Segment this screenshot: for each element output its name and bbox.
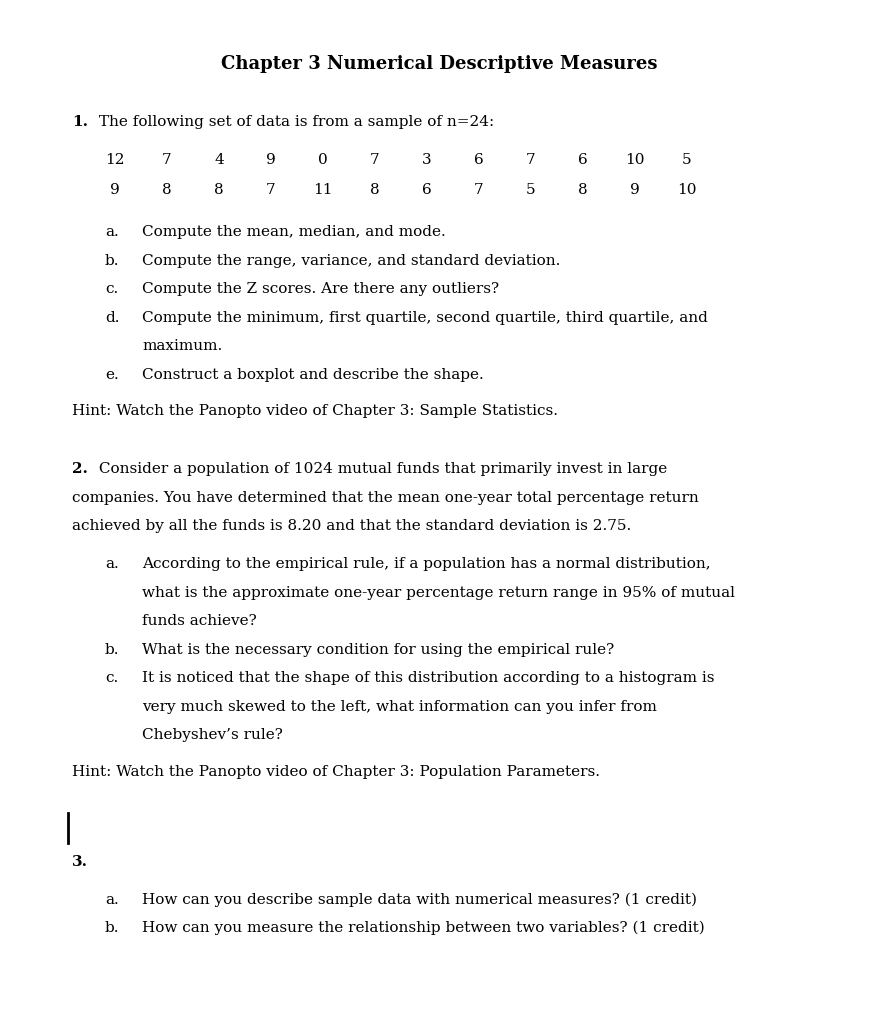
Text: 8: 8 xyxy=(162,183,172,197)
Text: a.: a. xyxy=(105,893,118,906)
Text: maximum.: maximum. xyxy=(142,339,222,353)
Text: 9: 9 xyxy=(110,183,120,197)
Text: 9: 9 xyxy=(266,153,275,167)
Text: companies. You have determined that the mean one-year total percentage return: companies. You have determined that the … xyxy=(72,490,698,505)
Text: 7: 7 xyxy=(266,183,275,197)
Text: b.: b. xyxy=(105,921,119,935)
Text: funds achieve?: funds achieve? xyxy=(142,614,256,628)
Text: Compute the range, variance, and standard deviation.: Compute the range, variance, and standar… xyxy=(142,254,560,267)
Text: Construct a boxplot and describe the shape.: Construct a boxplot and describe the sha… xyxy=(142,368,483,382)
Text: achieved by all the funds is 8.20 and that the standard deviation is 2.75.: achieved by all the funds is 8.20 and th… xyxy=(72,519,631,534)
Text: 3: 3 xyxy=(422,153,431,167)
Text: 6: 6 xyxy=(577,153,588,167)
Text: 8: 8 xyxy=(578,183,587,197)
Text: It is noticed that the shape of this distribution according to a histogram is: It is noticed that the shape of this dis… xyxy=(142,671,714,685)
Text: 5: 5 xyxy=(681,153,691,167)
Text: 2.: 2. xyxy=(72,462,88,476)
Text: 7: 7 xyxy=(370,153,380,167)
Text: How can you describe sample data with numerical measures? (1 credit): How can you describe sample data with nu… xyxy=(142,893,696,907)
Text: 7: 7 xyxy=(474,183,483,197)
Text: b.: b. xyxy=(105,254,119,267)
Text: How can you measure the relationship between two variables? (1 credit): How can you measure the relationship bet… xyxy=(142,921,704,935)
Text: 12: 12 xyxy=(105,153,125,167)
Text: Chebyshev’s rule?: Chebyshev’s rule? xyxy=(142,728,282,742)
Text: The following set of data is from a sample of n=24:: The following set of data is from a samp… xyxy=(94,115,494,129)
Text: 10: 10 xyxy=(624,153,644,167)
Text: Hint: Watch the Panopto video of Chapter 3: Sample Statistics.: Hint: Watch the Panopto video of Chapter… xyxy=(72,404,558,418)
Text: What is the necessary condition for using the empirical rule?: What is the necessary condition for usin… xyxy=(142,642,614,656)
Text: what is the approximate one-year percentage return range in 95% of mutual: what is the approximate one-year percent… xyxy=(142,586,734,599)
Text: c.: c. xyxy=(105,282,118,296)
Text: 8: 8 xyxy=(370,183,380,197)
Text: Compute the Z scores. Are there any outliers?: Compute the Z scores. Are there any outl… xyxy=(142,282,498,296)
Text: According to the empirical rule, if a population has a normal distribution,: According to the empirical rule, if a po… xyxy=(142,557,709,571)
Text: 7: 7 xyxy=(525,153,535,167)
Text: Hint: Watch the Panopto video of Chapter 3: Population Parameters.: Hint: Watch the Panopto video of Chapter… xyxy=(72,765,599,778)
Text: b.: b. xyxy=(105,642,119,656)
Text: 6: 6 xyxy=(474,153,483,167)
Text: 8: 8 xyxy=(214,183,224,197)
Text: c.: c. xyxy=(105,671,118,685)
Text: 5: 5 xyxy=(525,183,535,197)
Text: 9: 9 xyxy=(630,183,639,197)
Text: a.: a. xyxy=(105,557,118,571)
Text: Compute the minimum, first quartile, second quartile, third quartile, and: Compute the minimum, first quartile, sec… xyxy=(142,310,707,325)
Text: 7: 7 xyxy=(162,153,172,167)
Text: 0: 0 xyxy=(317,153,327,167)
Text: e.: e. xyxy=(105,368,118,382)
Text: 3.: 3. xyxy=(72,854,88,868)
Text: a.: a. xyxy=(105,225,118,239)
Text: Compute the mean, median, and mode.: Compute the mean, median, and mode. xyxy=(142,225,446,239)
Text: 1.: 1. xyxy=(72,115,88,129)
Text: 6: 6 xyxy=(422,183,431,197)
Text: 11: 11 xyxy=(313,183,332,197)
Text: 4: 4 xyxy=(214,153,224,167)
Text: Consider a population of 1024 mutual funds that primarily invest in large: Consider a population of 1024 mutual fun… xyxy=(94,462,667,476)
Text: Chapter 3 Numerical Descriptive Measures: Chapter 3 Numerical Descriptive Measures xyxy=(220,55,657,73)
Text: very much skewed to the left, what information can you infer from: very much skewed to the left, what infor… xyxy=(142,699,656,714)
Text: 10: 10 xyxy=(676,183,696,197)
Text: d.: d. xyxy=(105,310,119,325)
